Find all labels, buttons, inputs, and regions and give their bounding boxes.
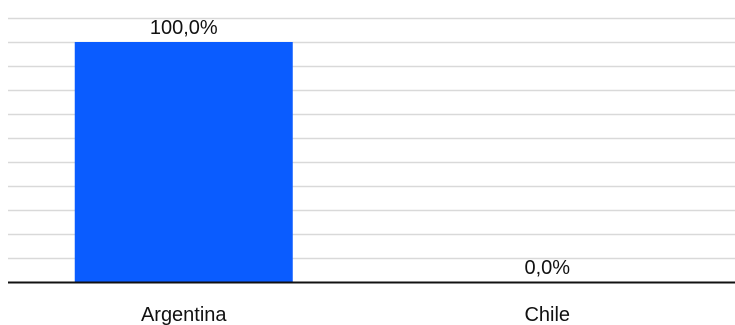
data-label-chile: 0,0%: [524, 257, 570, 279]
x-tick-labels: Argentina Chile: [141, 304, 570, 325]
data-labels: 100,0% 0,0%: [150, 17, 570, 279]
bar-argentina: [74, 42, 293, 282]
x-tick-label-chile: Chile: [524, 304, 570, 325]
bars: [74, 42, 293, 282]
x-tick-label-argentina: Argentina: [141, 304, 227, 325]
data-label-argentina: 100,0%: [150, 17, 218, 39]
